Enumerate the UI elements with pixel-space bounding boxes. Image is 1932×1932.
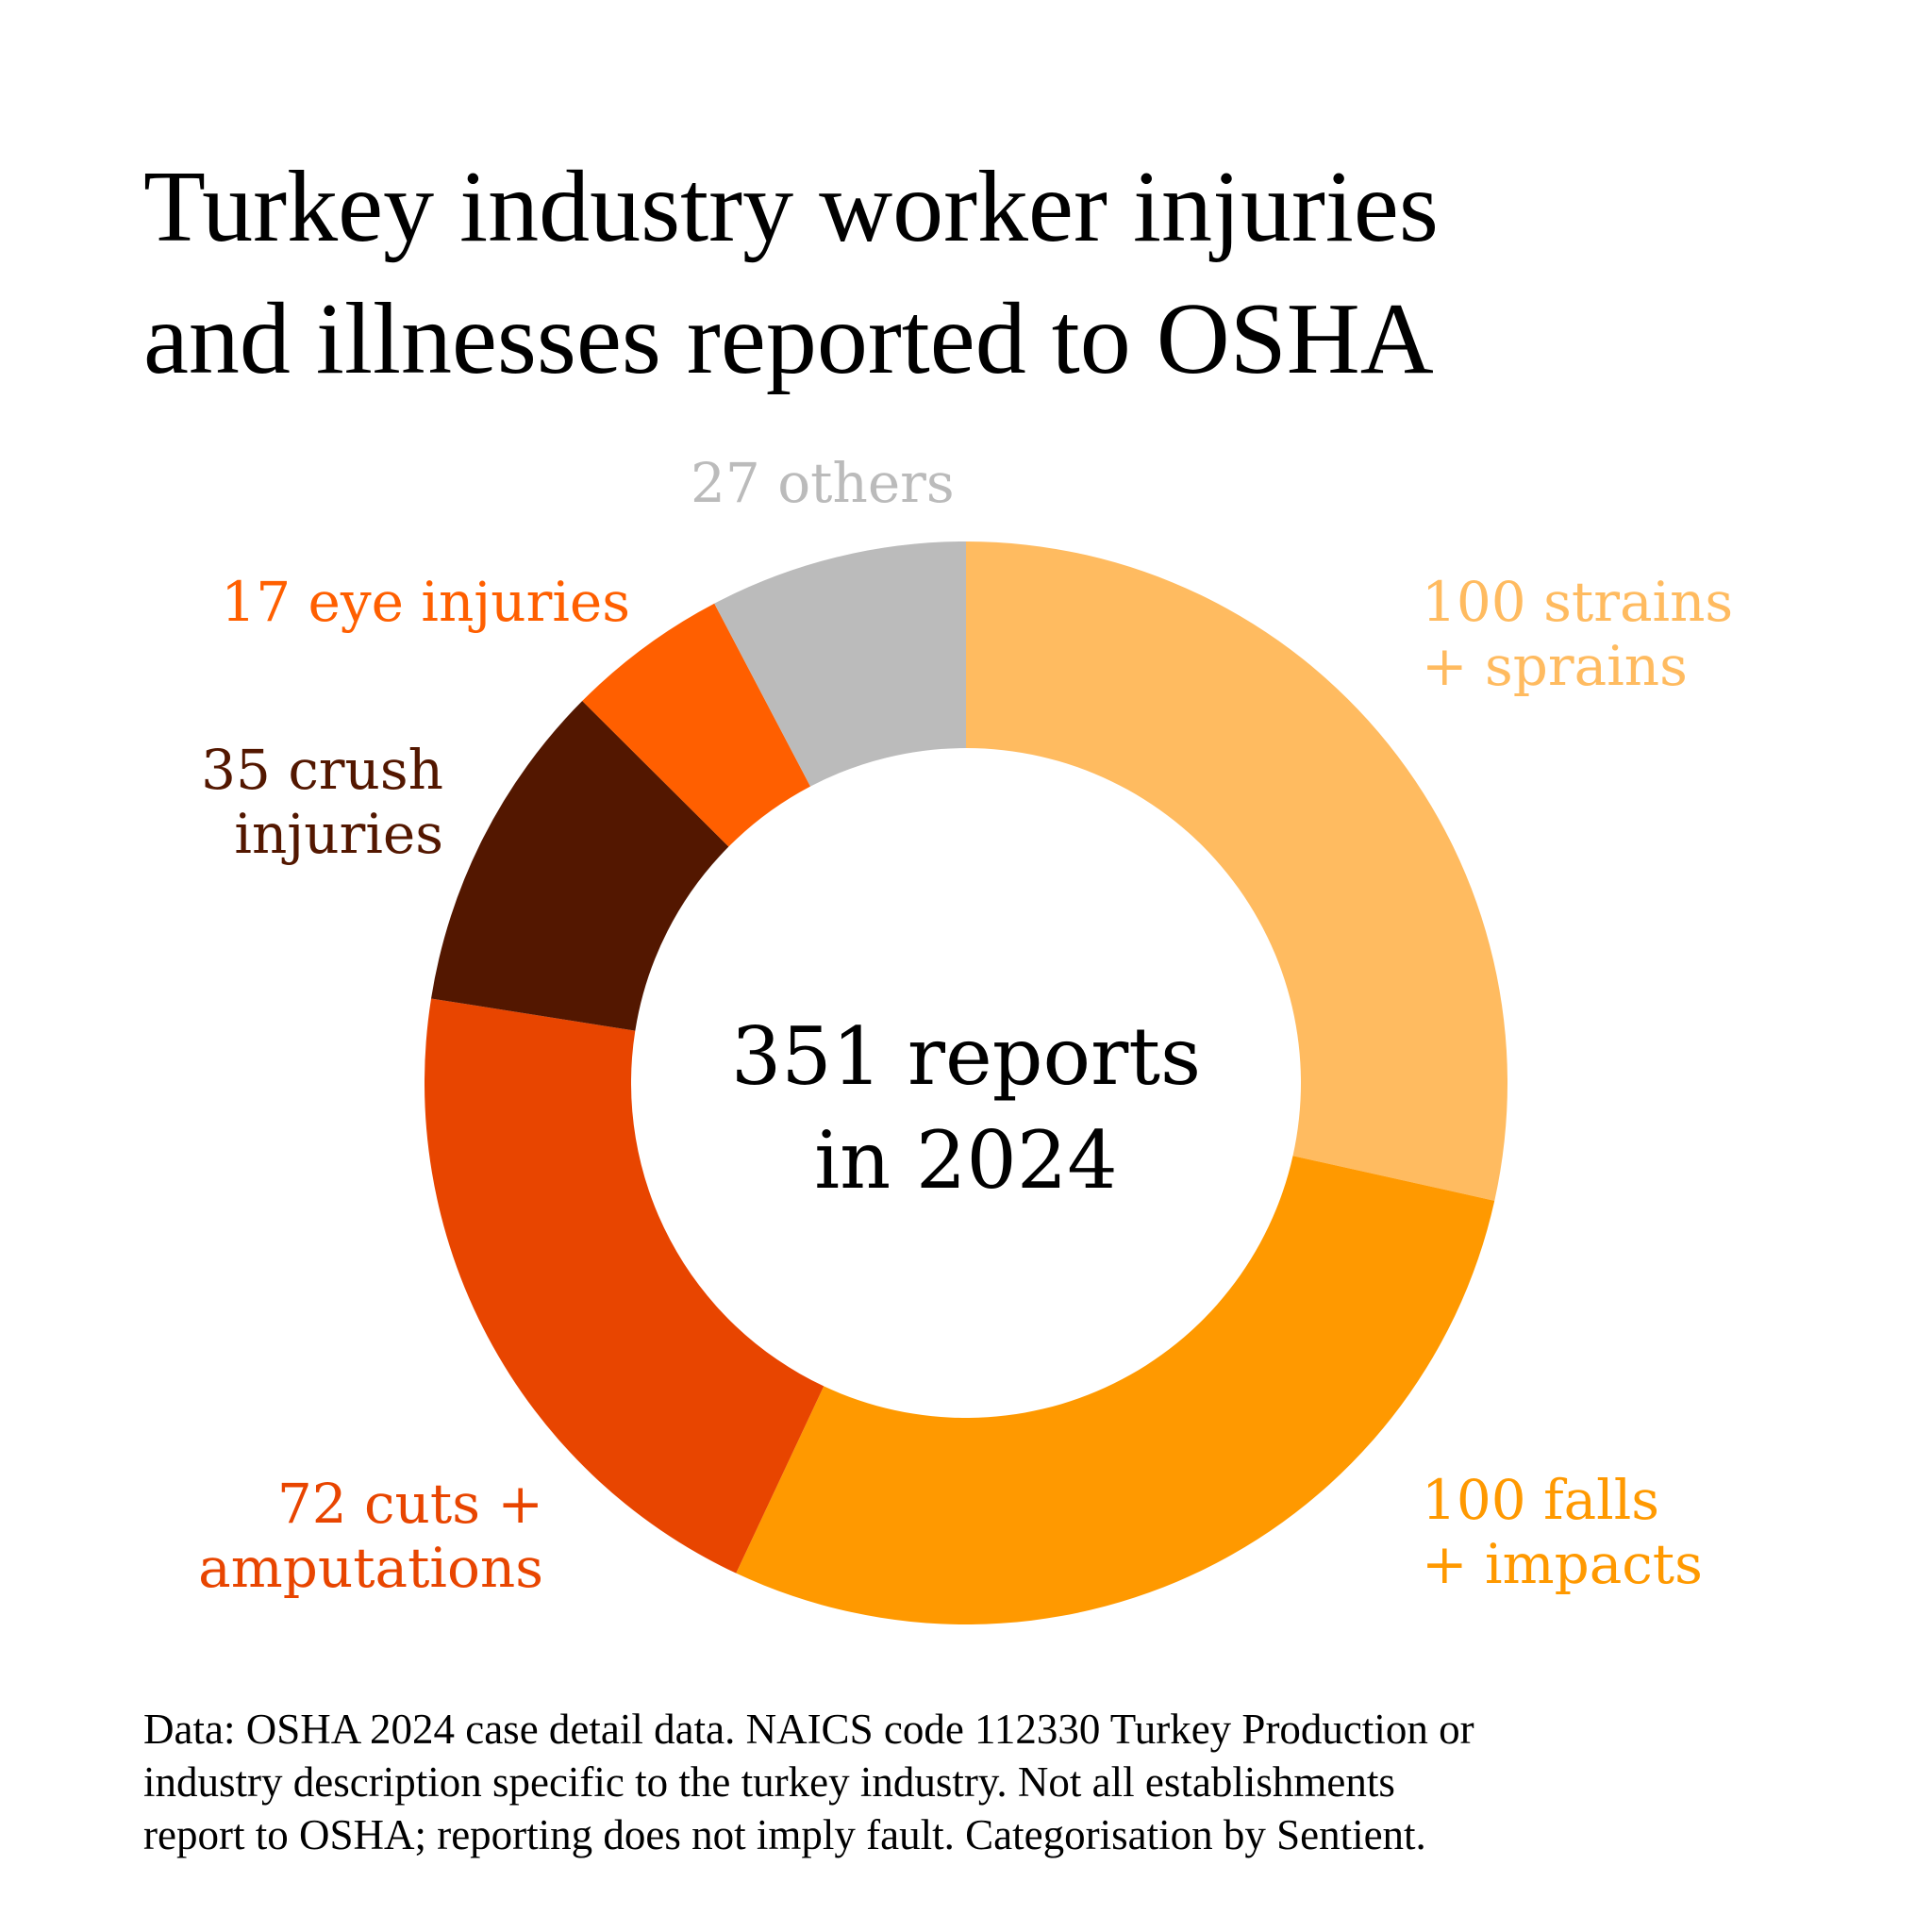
label-eye-injuries: 17 eye injuries <box>221 570 630 634</box>
source-line-2: industry description specific to the tur… <box>143 1758 1395 1806</box>
donut-segment-crush-injuries <box>431 701 729 1031</box>
source-note: Data: OSHA 2024 case detail data. NAICS … <box>143 1703 1823 1861</box>
label-strains-line-2: + sprains <box>1422 634 1688 698</box>
chart-title-line-2: and illnesses reported to OSHA <box>143 283 1434 395</box>
label-falls-impacts: 100 falls + impacts <box>1422 1468 1703 1596</box>
label-eye-text: 17 eye injuries <box>221 570 630 634</box>
donut-segment-strains-sprains <box>966 541 1507 1201</box>
source-line-3: report to OSHA; reporting does not imply… <box>143 1811 1426 1858</box>
label-cuts-amputations: 72 cuts + amputations <box>198 1472 543 1600</box>
label-falls-line-1: 100 falls <box>1422 1468 1660 1532</box>
donut-segment-others <box>714 541 966 787</box>
donut-center-label: 351 reports in 2024 <box>683 1005 1249 1212</box>
donut-segment-eye-injuries <box>582 603 811 847</box>
label-strains-sprains: 100 strains + sprains <box>1422 570 1733 698</box>
label-others: 27 others <box>691 451 955 515</box>
donut-segment-cuts-amputations <box>425 998 824 1574</box>
label-cuts-line-2: amputations <box>198 1536 543 1600</box>
center-label-line-2: in 2024 <box>814 1114 1118 1207</box>
donut-segment-falls-impacts <box>736 1156 1495 1624</box>
label-crush-line-2: injuries <box>234 802 443 866</box>
source-line-1: Data: OSHA 2024 case detail data. NAICS … <box>143 1706 1474 1753</box>
label-crush-injuries: 35 crush injuries <box>201 738 443 866</box>
label-cuts-line-1: 72 cuts + <box>276 1472 543 1536</box>
label-others-text: 27 others <box>691 451 955 515</box>
chart-title-line-1: Turkey industry worker injuries <box>143 151 1439 263</box>
center-label-line-1: 351 reports <box>730 1010 1202 1103</box>
label-falls-line-2: + impacts <box>1422 1532 1703 1596</box>
label-strains-line-1: 100 strains <box>1422 570 1734 634</box>
label-crush-line-1: 35 crush <box>201 738 443 802</box>
chart-title: Turkey industry worker injuries and illn… <box>143 142 1841 406</box>
